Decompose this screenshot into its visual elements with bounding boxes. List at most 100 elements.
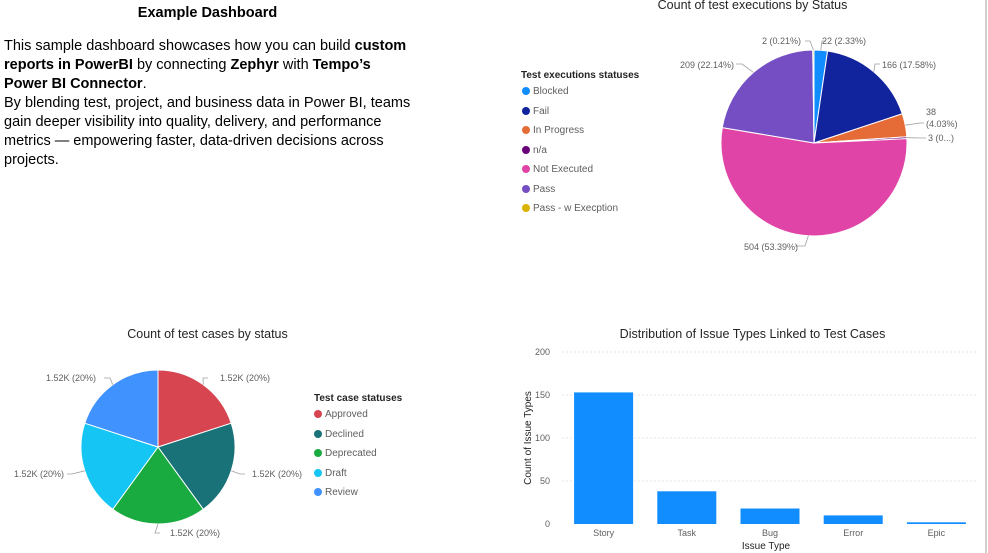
- y-tick-label: 200: [535, 347, 550, 357]
- x-tick-label: Story: [593, 528, 615, 538]
- intro-bold-text: custom reports in PowerBI: [4, 38, 407, 73]
- legend-item[interactable]: Declined: [314, 429, 364, 440]
- intro-paragraph-2: By blending test, project, and business …: [4, 95, 411, 168]
- leader-line: [104, 377, 114, 385]
- legend-item[interactable]: Draft: [314, 468, 347, 479]
- y-tick-label: 50: [540, 476, 550, 486]
- legend-label: Deprecated: [325, 448, 377, 459]
- legend-marker: [522, 145, 530, 154]
- data-label: 3 (0...): [928, 133, 954, 143]
- intro-bold-text: Tempo’s Power BI Connector: [4, 57, 371, 92]
- data-label: 1.52K (20%): [14, 469, 64, 479]
- data-label: 209 (22.14%): [680, 60, 734, 70]
- legend-label: Review: [325, 487, 358, 498]
- chart-title: Count of test cases by status: [127, 327, 288, 341]
- legend-marker: [522, 204, 530, 212]
- legend-item[interactable]: Blocked: [522, 86, 569, 97]
- bar[interactable]: [823, 515, 883, 524]
- legend-item[interactable]: Deprecated: [314, 448, 377, 459]
- leader-line: [873, 63, 880, 72]
- leader-line: [202, 377, 208, 385]
- pie-slice[interactable]: [720, 127, 908, 237]
- legend-item[interactable]: Pass - w Execption: [522, 203, 618, 214]
- x-tick-label: Error: [843, 528, 863, 538]
- x-tick-label: Epic: [928, 528, 946, 538]
- bar[interactable]: [906, 522, 966, 524]
- pie-slice[interactable]: [721, 49, 815, 144]
- data-label: (4.03%): [926, 119, 958, 129]
- intro-text: .: [142, 76, 147, 92]
- data-label: 504 (53.39%): [744, 242, 798, 252]
- dashboard-title: Example Dashboard: [137, 5, 278, 21]
- legend-label: Not Executed: [533, 164, 594, 175]
- legend-marker: [314, 488, 322, 496]
- legend-marker: [314, 429, 322, 438]
- data-label: 2 (0.21%): [762, 36, 801, 46]
- leader-line: [820, 40, 826, 51]
- legend-title: Test case statuses: [314, 393, 403, 404]
- executions-pie-chart: 22 (2.33%) 166 (17.58%) 38 (4.03%) 3 (0...) 5…: [680, 36, 958, 252]
- legend-label: Fail: [533, 105, 550, 117]
- data-label: 1.52K (20%): [220, 373, 270, 383]
- intro-bold-text: Zephyr: [230, 57, 279, 73]
- panel-divider: [985, 0, 987, 553]
- legend-marker: [522, 106, 530, 115]
- data-label: 1.52K (20%): [252, 469, 302, 479]
- legend-item[interactable]: In Progress: [522, 125, 584, 136]
- legend-label: Draft: [325, 467, 347, 479]
- legend-marker: [314, 468, 322, 477]
- legend-marker: [522, 126, 530, 134]
- y-axis-label: Count of Issue Types: [523, 391, 534, 485]
- legend-item[interactable]: n/a: [522, 145, 547, 156]
- data-label: 22 (2.33%): [822, 36, 866, 46]
- leader-line: [795, 235, 809, 247]
- legend-label: Blocked: [533, 86, 569, 97]
- legend-marker: [522, 87, 530, 95]
- issue-types-bar-chart: 0 50 100 150 200 Story Task Bug Error Epic Issue T…: [523, 347, 978, 552]
- data-label: 1.52K (20%): [170, 528, 220, 538]
- legend-label: n/a: [533, 144, 547, 156]
- legend-item[interactable]: Review: [314, 487, 358, 498]
- bar[interactable]: [574, 392, 634, 524]
- legend-label: Pass: [533, 183, 556, 195]
- intro-panel: Example Dashboard This sample dashboard …: [0, 0, 420, 200]
- intro-text: by connecting: [132, 57, 231, 73]
- legend-marker: [314, 449, 322, 457]
- y-tick-label: 100: [535, 433, 550, 443]
- data-label: 1.52K (20%): [46, 373, 96, 383]
- legend-item[interactable]: Pass: [522, 184, 555, 195]
- executions-pie-panel: Count of test executions by Status Test …: [500, 0, 985, 265]
- y-tick-label: 0: [545, 519, 550, 529]
- pie-slice[interactable]: [84, 369, 159, 448]
- x-tick-label: Bug: [762, 528, 778, 538]
- chart-title: Count of test executions by Status: [657, 0, 848, 12]
- pie-slice[interactable]: [813, 50, 903, 144]
- chart-title: Distribution of Issue Types Linked to Te…: [619, 327, 886, 341]
- leader-line: [905, 122, 924, 126]
- legend-label: Approved: [325, 409, 368, 420]
- intro-text: This sample dashboard showcases how you …: [4, 38, 355, 54]
- bar[interactable]: [657, 491, 717, 524]
- legend-label: Pass - w Execption: [533, 203, 619, 214]
- intro-text: with: [278, 57, 313, 73]
- legend-item[interactable]: Not Executed: [522, 164, 593, 175]
- data-label: 166 (17.58%): [882, 60, 936, 70]
- testcases-pie-chart: 1.52K (20%) 1.52K (20%) 1.52K (20%) 1.52K (…: [14, 369, 302, 538]
- leader-line: [805, 40, 814, 51]
- legend-marker: [522, 165, 530, 173]
- leader-line: [736, 63, 754, 73]
- legend-label: Declined: [325, 428, 364, 440]
- x-axis-label: Issue Type: [742, 541, 791, 552]
- issue-types-bar-panel: Distribution of Issue Types Linked to Te…: [500, 320, 985, 553]
- legend-label: In Progress: [533, 125, 585, 136]
- legend-title: Test executions statuses: [521, 70, 640, 81]
- pie-slice[interactable]: [157, 369, 232, 448]
- legend-item[interactable]: Fail: [522, 106, 549, 117]
- y-tick-label: 150: [535, 390, 550, 400]
- pie-slice[interactable]: [112, 446, 204, 525]
- legend-marker: [314, 410, 322, 418]
- leader-line: [231, 470, 245, 475]
- bar[interactable]: [740, 508, 800, 525]
- legend-item[interactable]: Approved: [314, 409, 368, 420]
- testcases-pie-panel: Count of test cases by status Test case …: [0, 320, 500, 553]
